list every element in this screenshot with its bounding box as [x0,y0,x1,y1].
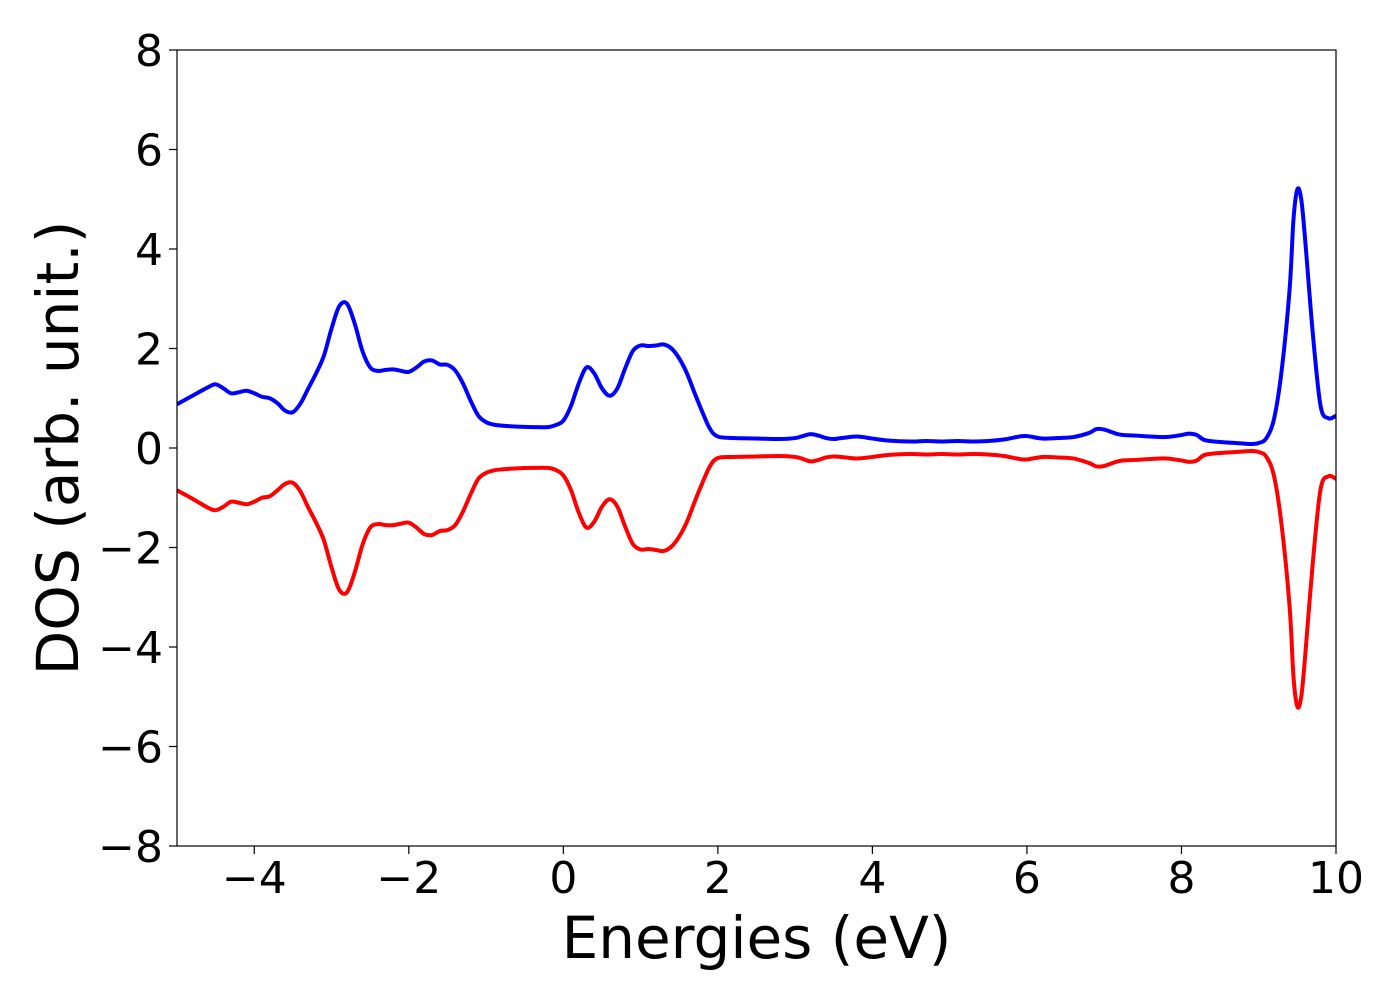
y-tick-label: −4 [98,623,163,674]
y-axis-title: DOS (arb. unit.) [24,221,92,676]
x-axis: −4 −2 0 2 4 6 8 10 [222,846,1364,904]
y-tick-label: −2 [98,524,163,575]
x-tick-label: 4 [858,853,886,904]
series-layer [177,186,1336,710]
x-tick-label: 8 [1167,853,1195,904]
y-tick-label: 8 [135,26,163,77]
y-tick-label: 6 [135,126,163,177]
series-line-spin-up [177,186,1336,447]
x-tick-label: 10 [1308,853,1364,904]
x-tick-label: −2 [376,853,441,904]
x-tick-label: −4 [222,853,287,904]
y-tick-label: −6 [98,723,163,774]
y-tick-label: 4 [135,225,163,276]
x-tick-label: 2 [704,853,732,904]
y-axis: −8 −6 −4 −2 0 2 4 6 8 [98,26,177,873]
series-line-spin-down [177,448,1336,710]
y-tick-label: −8 [98,822,163,873]
x-tick-label: 0 [549,853,577,904]
y-tick-label: 2 [135,325,163,376]
x-tick-label: 6 [1013,853,1041,904]
y-tick-label: 0 [135,424,163,475]
x-axis-title: Energies (eV) [562,904,952,972]
